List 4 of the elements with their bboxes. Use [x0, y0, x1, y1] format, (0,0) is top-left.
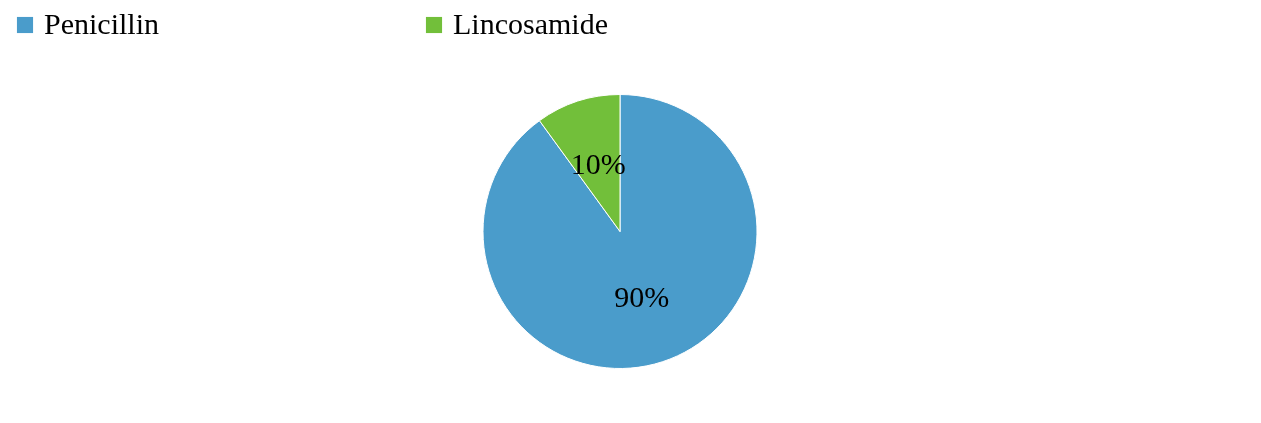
legend-label: Lincosamide	[453, 7, 608, 40]
data-label: 90%	[614, 280, 670, 314]
legend-label: Penicillin	[44, 7, 159, 40]
pie-slice	[482, 94, 758, 369]
